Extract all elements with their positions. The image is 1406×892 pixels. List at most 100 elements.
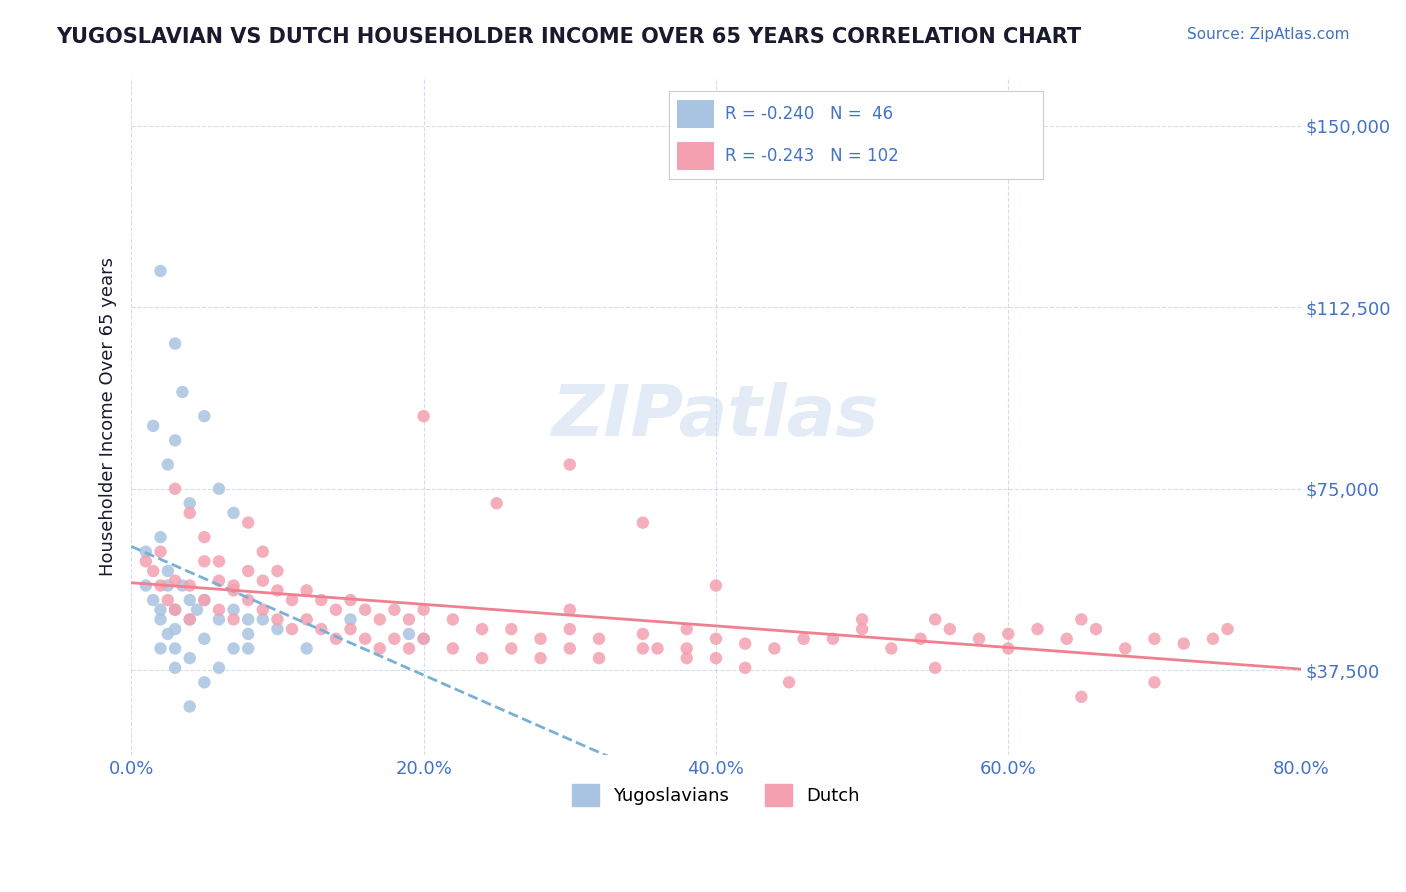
Point bbox=[142, 593, 165, 607]
Point bbox=[295, 612, 318, 626]
Point bbox=[821, 632, 844, 646]
Point bbox=[165, 622, 187, 636]
Point bbox=[156, 578, 179, 592]
Point bbox=[354, 632, 377, 646]
Point bbox=[1026, 622, 1049, 636]
Point bbox=[382, 632, 405, 646]
Point bbox=[238, 564, 260, 578]
Point bbox=[252, 612, 274, 626]
Point bbox=[485, 496, 508, 510]
Point bbox=[851, 622, 873, 636]
Point bbox=[558, 641, 581, 656]
Point bbox=[398, 641, 420, 656]
Point bbox=[208, 482, 231, 496]
Point bbox=[851, 612, 873, 626]
Point bbox=[193, 554, 215, 568]
Point bbox=[156, 458, 179, 472]
Y-axis label: Householder Income Over 65 years: Householder Income Over 65 years bbox=[100, 257, 117, 575]
Point bbox=[325, 632, 347, 646]
Text: YUGOSLAVIAN VS DUTCH HOUSEHOLDER INCOME OVER 65 YEARS CORRELATION CHART: YUGOSLAVIAN VS DUTCH HOUSEHOLDER INCOME … bbox=[56, 27, 1081, 46]
Point bbox=[238, 593, 260, 607]
Point bbox=[339, 593, 361, 607]
Point bbox=[501, 641, 523, 656]
Point bbox=[1114, 641, 1136, 656]
Point bbox=[179, 578, 201, 592]
Point bbox=[939, 622, 962, 636]
Point bbox=[193, 632, 215, 646]
Point bbox=[179, 496, 201, 510]
Point bbox=[165, 434, 187, 448]
Point bbox=[631, 627, 654, 641]
Point bbox=[368, 641, 391, 656]
Point bbox=[441, 641, 464, 656]
Point bbox=[208, 612, 231, 626]
Point bbox=[924, 612, 946, 626]
Point bbox=[238, 612, 260, 626]
Point bbox=[675, 651, 697, 665]
Point bbox=[208, 661, 231, 675]
Point bbox=[222, 612, 245, 626]
Point bbox=[704, 632, 727, 646]
Point bbox=[208, 574, 231, 588]
Point bbox=[471, 622, 494, 636]
Point bbox=[880, 641, 903, 656]
Point bbox=[179, 506, 201, 520]
Point bbox=[704, 578, 727, 592]
Point bbox=[588, 651, 610, 665]
Point bbox=[1070, 612, 1092, 626]
Point bbox=[186, 603, 208, 617]
Point bbox=[208, 603, 231, 617]
Point bbox=[156, 593, 179, 607]
Point bbox=[179, 651, 201, 665]
Point bbox=[398, 627, 420, 641]
Point bbox=[149, 264, 172, 278]
Point bbox=[266, 564, 288, 578]
Point bbox=[501, 622, 523, 636]
Point bbox=[1202, 632, 1225, 646]
Point bbox=[266, 622, 288, 636]
Point bbox=[1085, 622, 1108, 636]
Point bbox=[165, 603, 187, 617]
Point bbox=[558, 458, 581, 472]
Point bbox=[149, 603, 172, 617]
Point bbox=[997, 627, 1019, 641]
Point bbox=[252, 544, 274, 558]
Point bbox=[193, 593, 215, 607]
Point bbox=[165, 574, 187, 588]
Point bbox=[529, 632, 551, 646]
Point bbox=[778, 675, 800, 690]
Point bbox=[193, 409, 215, 424]
Point bbox=[763, 641, 786, 656]
Point bbox=[295, 641, 318, 656]
Point bbox=[238, 516, 260, 530]
Point bbox=[266, 583, 288, 598]
Point bbox=[281, 622, 304, 636]
Point bbox=[156, 564, 179, 578]
Point bbox=[1143, 632, 1166, 646]
Point bbox=[193, 530, 215, 544]
Point bbox=[704, 651, 727, 665]
Point bbox=[382, 603, 405, 617]
Point bbox=[558, 603, 581, 617]
Point bbox=[588, 632, 610, 646]
Point bbox=[172, 384, 194, 399]
Point bbox=[252, 603, 274, 617]
Point bbox=[142, 418, 165, 433]
Point bbox=[647, 641, 669, 656]
Point bbox=[339, 612, 361, 626]
Point bbox=[222, 578, 245, 592]
Point bbox=[266, 612, 288, 626]
Point bbox=[311, 622, 333, 636]
Point bbox=[339, 622, 361, 636]
Text: Source: ZipAtlas.com: Source: ZipAtlas.com bbox=[1187, 27, 1350, 42]
Point bbox=[179, 593, 201, 607]
Point bbox=[1056, 632, 1078, 646]
Legend: Yugoslavians, Dutch: Yugoslavians, Dutch bbox=[564, 777, 868, 814]
Point bbox=[675, 622, 697, 636]
Point bbox=[222, 641, 245, 656]
Point bbox=[149, 530, 172, 544]
Point bbox=[1216, 622, 1239, 636]
Point bbox=[1070, 690, 1092, 704]
Point bbox=[910, 632, 932, 646]
Point bbox=[558, 622, 581, 636]
